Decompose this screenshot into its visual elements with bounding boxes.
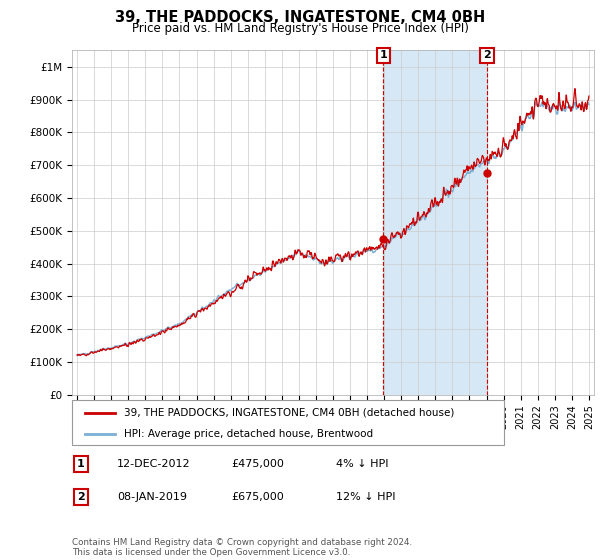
Text: £675,000: £675,000 (231, 492, 284, 502)
Text: 39, THE PADDOCKS, INGATESTONE, CM4 0BH: 39, THE PADDOCKS, INGATESTONE, CM4 0BH (115, 10, 485, 25)
Text: Price paid vs. HM Land Registry's House Price Index (HPI): Price paid vs. HM Land Registry's House … (131, 22, 469, 35)
Text: 1: 1 (379, 50, 387, 60)
Text: £475,000: £475,000 (231, 459, 284, 469)
Text: 2: 2 (483, 50, 491, 60)
Text: 12-DEC-2012: 12-DEC-2012 (117, 459, 191, 469)
Text: 1: 1 (77, 459, 85, 469)
Text: HPI: Average price, detached house, Brentwood: HPI: Average price, detached house, Bren… (124, 428, 373, 438)
Text: 4% ↓ HPI: 4% ↓ HPI (336, 459, 389, 469)
FancyBboxPatch shape (72, 400, 504, 445)
Text: Contains HM Land Registry data © Crown copyright and database right 2024.
This d: Contains HM Land Registry data © Crown c… (72, 538, 412, 557)
Text: 12% ↓ HPI: 12% ↓ HPI (336, 492, 395, 502)
Bar (383, 50, 487, 395)
Text: 39, THE PADDOCKS, INGATESTONE, CM4 0BH (detached house): 39, THE PADDOCKS, INGATESTONE, CM4 0BH (… (124, 408, 454, 418)
Text: 2: 2 (77, 492, 85, 502)
Text: 08-JAN-2019: 08-JAN-2019 (117, 492, 187, 502)
